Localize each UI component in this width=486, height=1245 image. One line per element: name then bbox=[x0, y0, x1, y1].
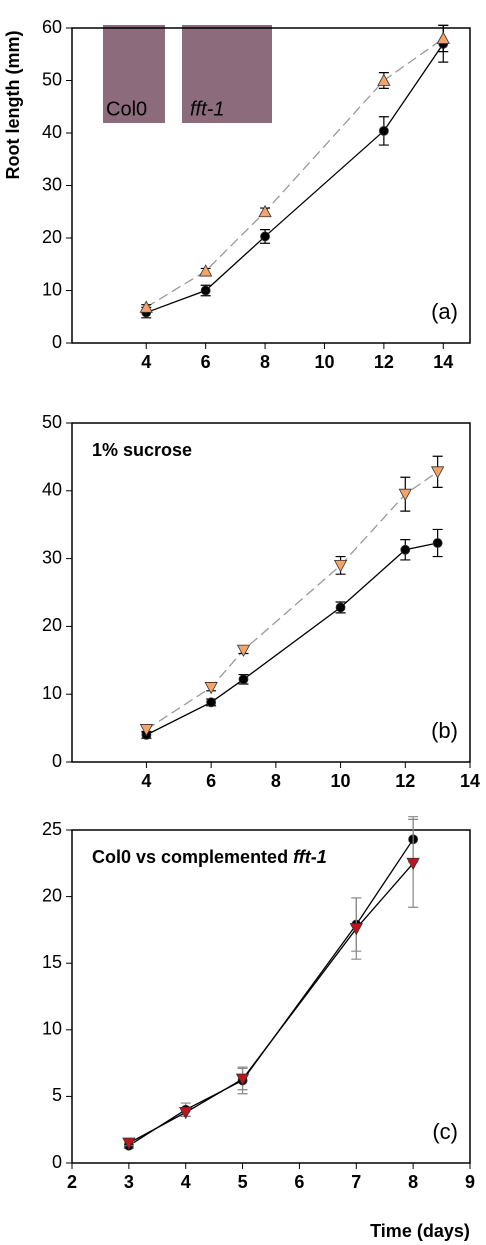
y-tick-label: 0 bbox=[52, 751, 62, 771]
series-line bbox=[146, 471, 439, 731]
marker bbox=[238, 674, 249, 685]
y-tick-label: 50 bbox=[42, 412, 62, 432]
y-tick-label: 20 bbox=[42, 227, 62, 247]
y-tick-label: 25 bbox=[42, 819, 62, 839]
marker bbox=[436, 31, 450, 44]
x-tick-label: 12 bbox=[374, 352, 394, 372]
y-tick-label: 40 bbox=[42, 480, 62, 500]
y-tick-label: 30 bbox=[42, 174, 62, 194]
marker bbox=[139, 724, 154, 737]
x-tick-label: 7 bbox=[351, 1172, 361, 1192]
annotation-part: 1% sucrose bbox=[92, 440, 192, 460]
y-tick-label: 10 bbox=[42, 279, 62, 299]
marker bbox=[432, 538, 443, 548]
panel-label: (a) bbox=[431, 299, 458, 324]
x-axis-label: Time (days) bbox=[370, 1221, 470, 1241]
x-tick-label: 6 bbox=[294, 1172, 304, 1192]
x-tick-label: 4 bbox=[141, 352, 151, 372]
y-tick-label: 30 bbox=[42, 547, 62, 567]
x-tick-label: 6 bbox=[201, 352, 211, 372]
y-tick-label: 60 bbox=[42, 17, 62, 37]
marker bbox=[139, 300, 153, 313]
series-line bbox=[146, 542, 438, 736]
x-tick-label: 2 bbox=[67, 1172, 77, 1192]
y-tick-label: 5 bbox=[52, 1085, 62, 1105]
series-line bbox=[128, 862, 414, 1144]
x-tick-label: 8 bbox=[408, 1172, 418, 1192]
marker bbox=[258, 204, 272, 218]
annotation-part: fft-1 bbox=[293, 847, 327, 867]
annotation: Col0 vs complemented fft-1 bbox=[92, 847, 327, 867]
marker bbox=[400, 544, 411, 555]
marker bbox=[377, 73, 391, 86]
series-line bbox=[128, 838, 414, 1147]
x-tick-label: 12 bbox=[395, 771, 415, 791]
marker bbox=[235, 1073, 250, 1086]
marker bbox=[236, 644, 251, 657]
inset-photo bbox=[182, 25, 272, 123]
plot-frame bbox=[71, 829, 471, 1164]
x-tick-label: 14 bbox=[460, 771, 480, 791]
x-tick-label: 8 bbox=[271, 771, 281, 791]
marker bbox=[430, 466, 445, 479]
y-tick-label: 10 bbox=[42, 1019, 62, 1039]
marker bbox=[200, 285, 211, 296]
marker bbox=[349, 923, 363, 936]
marker bbox=[198, 264, 213, 277]
y-axis-label: Root length (mm) bbox=[3, 31, 23, 180]
marker bbox=[179, 1106, 193, 1120]
inset-label: fft-1 bbox=[190, 98, 224, 120]
annotation-part: Col0 vs complemented bbox=[92, 847, 288, 867]
marker bbox=[335, 602, 346, 613]
marker bbox=[260, 231, 270, 242]
x-tick-label: 6 bbox=[206, 771, 216, 791]
x-tick-label: 10 bbox=[314, 352, 334, 372]
marker bbox=[398, 488, 412, 502]
y-tick-label: 40 bbox=[42, 122, 62, 142]
y-tick-label: 50 bbox=[42, 69, 62, 89]
x-tick-label: 14 bbox=[433, 352, 453, 372]
y-tick-label: 20 bbox=[42, 885, 62, 905]
y-tick-label: 0 bbox=[52, 1152, 62, 1172]
x-tick-label: 4 bbox=[141, 771, 151, 791]
marker bbox=[206, 697, 217, 708]
marker bbox=[204, 682, 218, 695]
marker bbox=[122, 1137, 136, 1150]
y-tick-label: 20 bbox=[42, 615, 62, 635]
x-tick-label: 10 bbox=[331, 771, 351, 791]
marker bbox=[378, 125, 389, 136]
marker bbox=[406, 857, 420, 871]
y-tick-label: 0 bbox=[52, 332, 62, 352]
x-tick-label: 5 bbox=[238, 1172, 248, 1192]
panel-label: (b) bbox=[431, 718, 458, 743]
inset-photo bbox=[103, 25, 165, 123]
y-tick-label: 15 bbox=[42, 952, 62, 972]
x-tick-label: 8 bbox=[260, 352, 270, 372]
y-tick-label: 10 bbox=[42, 683, 62, 703]
inset-label: Col0 bbox=[106, 98, 147, 120]
x-tick-label: 4 bbox=[181, 1172, 191, 1192]
marker bbox=[333, 559, 348, 573]
panel-label: (c) bbox=[432, 1119, 458, 1144]
x-tick-label: 9 bbox=[465, 1172, 475, 1192]
plot-frame bbox=[71, 422, 471, 763]
annotation: 1% sucrose bbox=[92, 440, 192, 460]
x-tick-label: 3 bbox=[124, 1172, 134, 1192]
